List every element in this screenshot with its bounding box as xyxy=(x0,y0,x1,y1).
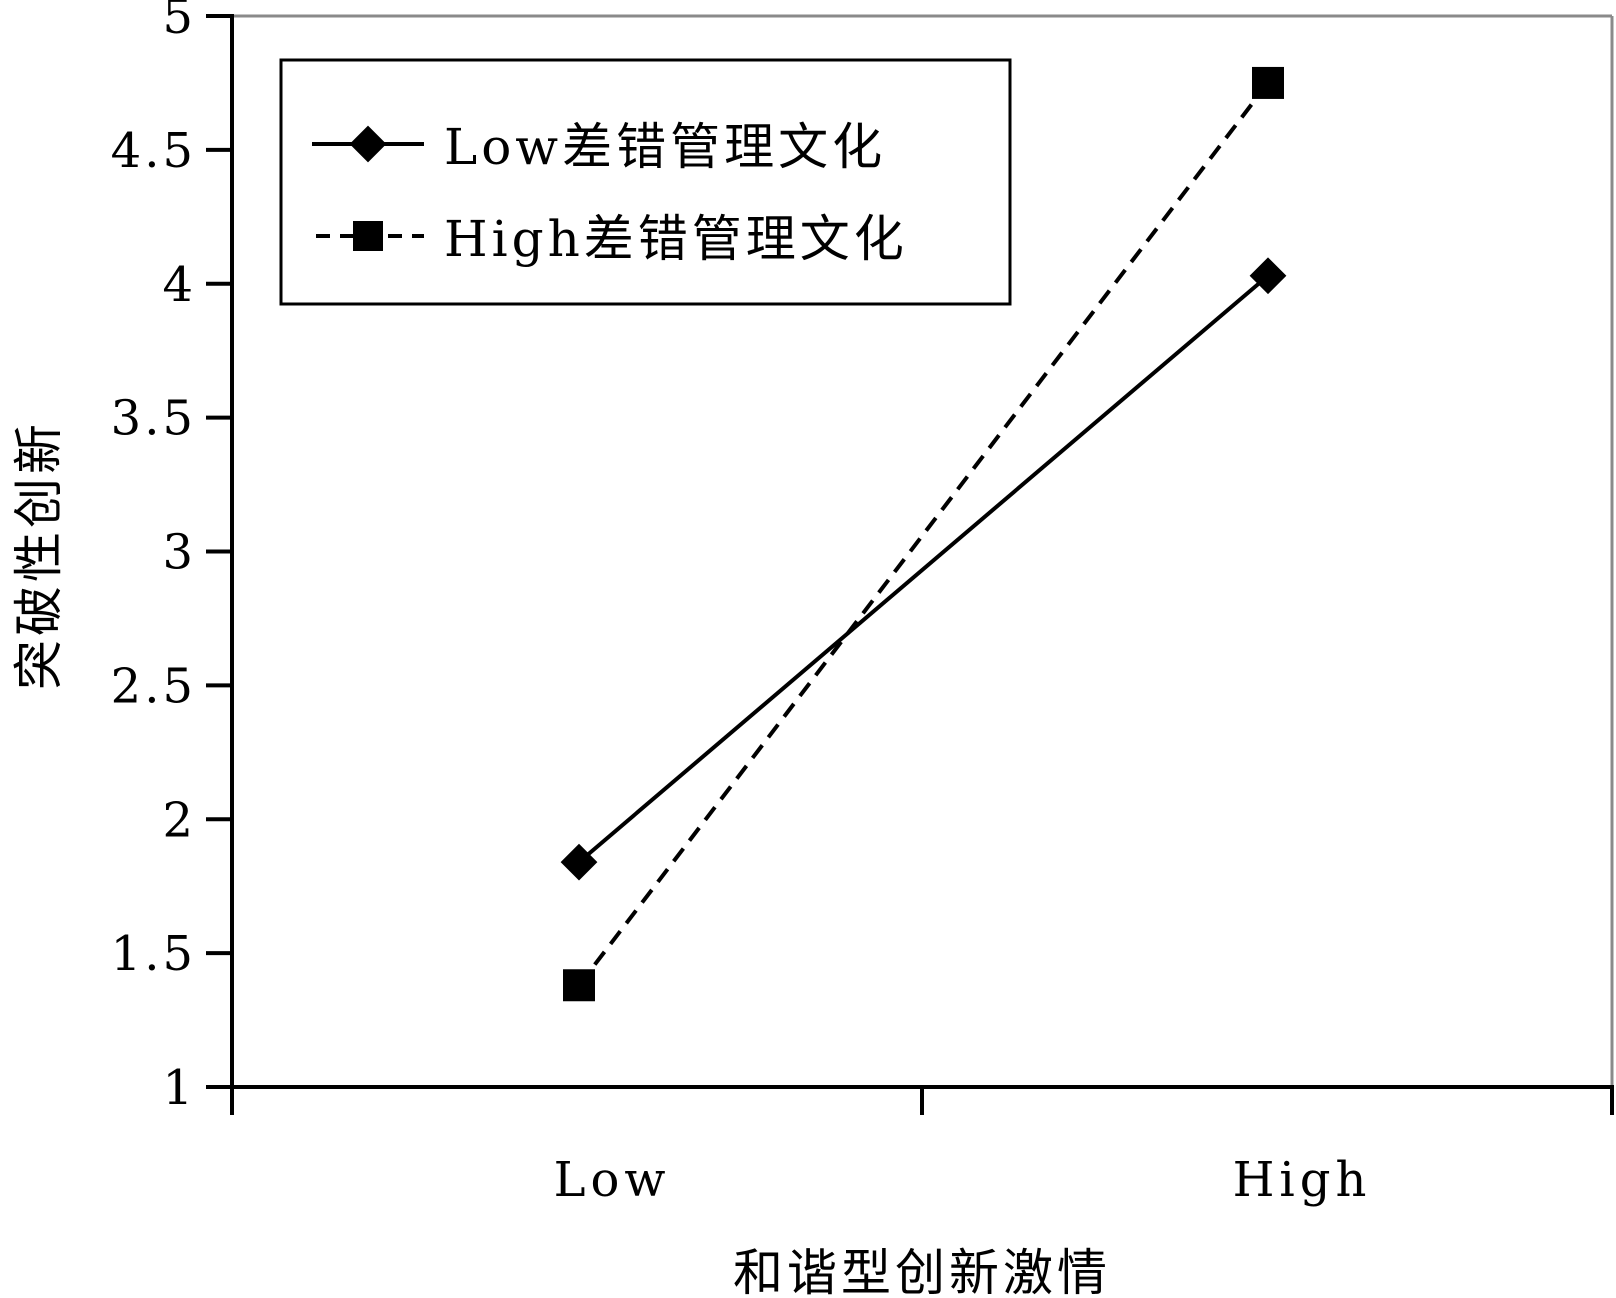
series-layer xyxy=(560,66,1287,1002)
diamond-marker xyxy=(560,843,598,881)
y-tick-label: 1 xyxy=(162,1060,196,1116)
legend-diamond-marker xyxy=(349,125,387,163)
legend-box xyxy=(279,58,1012,306)
square-marker xyxy=(1252,66,1284,99)
y-tick-label: 5 xyxy=(162,0,196,45)
legend-entry-high: High差错管理文化 xyxy=(316,210,908,268)
x-tick-label: High xyxy=(1233,1152,1372,1208)
y-tick-label: 1.5 xyxy=(111,926,196,982)
diamond-marker xyxy=(1249,257,1287,295)
square-marker xyxy=(563,969,595,1002)
y-tick-label: 3.5 xyxy=(111,391,196,447)
y-axis-ticks: 1 1.5 2 2.5 3 3.5 4 4.5 5 xyxy=(111,0,232,1116)
y-tick-label: 2 xyxy=(162,792,196,848)
x-tick-label: Low xyxy=(554,1152,671,1208)
legend: Low差错管理文化 High差错管理文化 xyxy=(279,58,1012,306)
legend-label-high: High差错管理文化 xyxy=(444,210,908,268)
series-line-low xyxy=(577,274,1270,864)
y-tick-label: 3 xyxy=(162,525,196,581)
x-axis-ticks: Low High xyxy=(230,1087,1614,1208)
y-tick-label: 4.5 xyxy=(111,123,196,179)
y-tick-label: 4 xyxy=(162,257,196,313)
legend-square-marker xyxy=(353,221,383,251)
legend-entry-low: Low差错管理文化 xyxy=(312,118,886,176)
legend-label-low: Low差错管理文化 xyxy=(444,118,886,176)
series-line-high xyxy=(577,81,1270,987)
y-axis-title: 突破性创新 xyxy=(10,420,68,690)
y-tick-label: 2.5 xyxy=(111,658,196,714)
x-axis-title: 和谐型创新激情 xyxy=(733,1244,1111,1298)
